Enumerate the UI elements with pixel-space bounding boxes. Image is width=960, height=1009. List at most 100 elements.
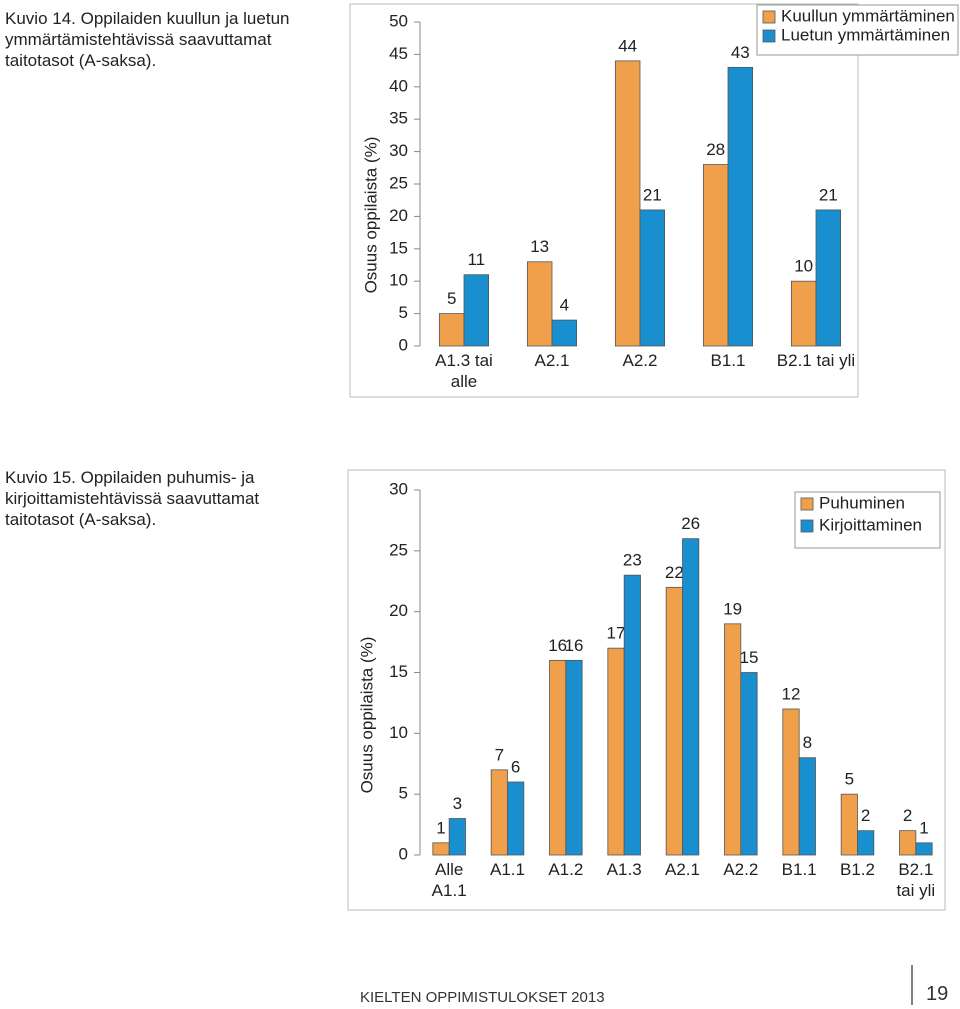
y-tick-label: 45 [389, 44, 408, 63]
legend-label: Luetun ymmärtäminen [781, 25, 950, 44]
data-label: 7 [495, 745, 504, 764]
data-label: 43 [731, 43, 750, 62]
data-label: 17 [607, 624, 626, 643]
legend-box [794, 491, 941, 549]
data-label: 26 [681, 514, 700, 533]
x-tick-label: A2.1 [534, 351, 570, 370]
legend-swatch [800, 519, 814, 533]
bar [549, 659, 567, 856]
y-tick-label: 10 [389, 723, 408, 742]
data-label: 1 [436, 818, 445, 837]
data-label: 1 [919, 818, 928, 837]
bar [432, 842, 450, 856]
figure-caption: Kuvio 15. Oppilaiden puhumis- ja kirjoit… [5, 468, 260, 529]
bar [815, 209, 842, 347]
bar [438, 313, 465, 347]
bar [490, 769, 508, 856]
x-tick-label: B1.1 [710, 351, 746, 370]
y-tick-label: 25 [389, 540, 408, 559]
bar [790, 280, 817, 347]
bar [665, 586, 683, 856]
y-tick-label: 20 [389, 601, 408, 620]
data-label: 22 [665, 563, 684, 582]
data-label: 6 [511, 757, 520, 776]
x-tick-label: B2.1 tai yli [896, 860, 936, 900]
bar [727, 66, 754, 347]
data-label: 15 [740, 648, 759, 667]
data-label: 2 [861, 806, 870, 825]
y-tick-label: 0 [399, 844, 408, 863]
legend-swatch [762, 10, 776, 24]
data-label: 21 [819, 185, 838, 204]
legend-label: Kirjoittaminen [819, 515, 922, 534]
bar [614, 60, 641, 347]
data-label: 5 [447, 289, 456, 308]
data-label: 4 [560, 296, 569, 315]
y-tick-label: 10 [389, 271, 408, 290]
data-label: 5 [845, 770, 854, 789]
y-tick-label: 40 [389, 76, 408, 95]
y-tick-label: 0 [399, 335, 408, 354]
bar [782, 708, 800, 856]
y-tick-label: 50 [389, 11, 408, 30]
bar [507, 781, 525, 856]
bar [915, 842, 933, 856]
data-label: 44 [618, 36, 637, 55]
bar [565, 659, 583, 856]
data-label: 16 [548, 636, 567, 655]
data-label: 11 [467, 250, 485, 269]
x-tick-label: A2.1 [665, 860, 700, 879]
data-label: 2 [903, 806, 912, 825]
bar [724, 623, 742, 856]
data-label: 10 [794, 257, 813, 276]
y-tick-label: 5 [399, 784, 408, 803]
x-tick-label: B2.1 tai yli [776, 351, 856, 370]
page-number: 19 [926, 983, 949, 1005]
data-label: 19 [723, 599, 742, 618]
y-tick-label: 5 [399, 303, 408, 322]
x-tick-label: A1.1 [490, 860, 525, 879]
bar [740, 672, 758, 856]
bar [639, 209, 666, 347]
bar [448, 818, 466, 856]
y-axis-label: Osuus oppilaista (%) [361, 137, 380, 294]
data-label: 23 [623, 551, 642, 570]
x-tick-label: Alle A1.1 [431, 860, 467, 900]
data-label: 12 [782, 684, 801, 703]
bar [857, 830, 875, 856]
x-tick-label: A1.3 [606, 860, 642, 879]
x-tick-label: B1.2 [840, 860, 875, 879]
legend-swatch [762, 29, 776, 43]
y-axis-label: Osuus oppilaista (%) [357, 637, 376, 794]
y-tick-label: 30 [389, 479, 408, 498]
bar [526, 261, 553, 347]
y-tick-label: 15 [389, 238, 408, 257]
bar [840, 793, 858, 856]
bar [607, 647, 625, 856]
footer-text: KIELTEN OPPIMISTULOKSET 2013 [360, 989, 605, 1006]
data-label: 3 [453, 794, 462, 813]
bar [682, 538, 700, 856]
legend-box [756, 4, 959, 56]
bar [798, 757, 816, 856]
x-tick-label: B1.1 [781, 860, 817, 879]
x-tick-label: A1.2 [548, 860, 584, 879]
bar [623, 574, 641, 856]
y-tick-label: 25 [389, 173, 408, 192]
y-tick-label: 35 [389, 109, 408, 128]
legend-swatch [800, 497, 814, 511]
chart-frame [347, 469, 946, 911]
x-tick-label: A1.3 tai alle [435, 351, 493, 391]
bar [899, 830, 917, 856]
y-tick-label: 30 [389, 141, 408, 160]
legend-label: Kuullun ymmärtäminen [781, 6, 955, 25]
data-label: 13 [530, 237, 549, 256]
bar [463, 274, 490, 347]
data-label: 16 [565, 636, 584, 655]
x-tick-label: A2.2 [723, 860, 759, 879]
y-tick-label: 20 [389, 206, 408, 225]
bar [551, 319, 578, 347]
y-tick-label: 15 [389, 662, 408, 681]
